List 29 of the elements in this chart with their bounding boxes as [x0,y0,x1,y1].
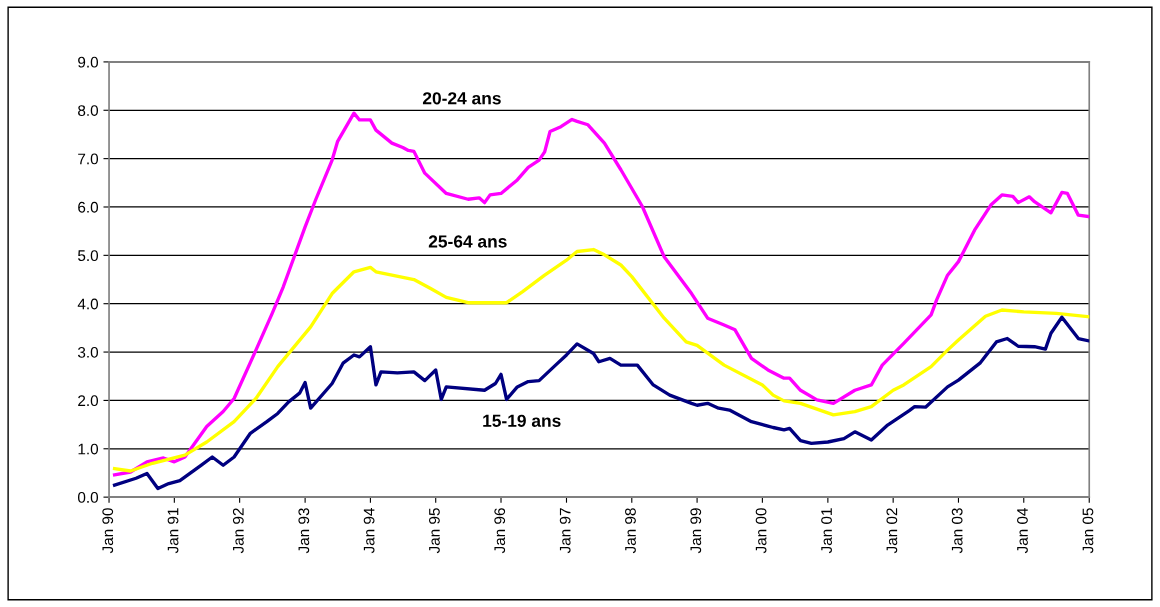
x-tick-label: Jan 91 [167,508,179,554]
y-tick-label: 2.0 [78,395,99,407]
x-tick-label: Jan 01 [821,508,832,554]
y-tick-label: 9.0 [78,56,99,68]
x-tick-label: Jan 03 [951,508,963,554]
x-tick-label: Jan 96 [494,508,506,554]
text: 25-64 ans [428,235,507,248]
x-tick-label: Jan 98 [625,508,636,554]
series-label: 15-19 ans [483,414,561,427]
x-tick-label: Jan 04 [1017,507,1028,554]
x-tick-label: Jan 93 [298,508,310,554]
y-tick-label: 8.0 [78,105,99,116]
y-tick-label: 4.0 [77,298,99,310]
x-tick-label: Jan 02 [886,508,898,554]
y-tick-label: 3.0 [77,346,99,358]
text: 20-24 ans [422,92,501,105]
y-tick-label: 5.0 [78,250,99,262]
y-tick-label: 1.0 [78,443,99,455]
x-tick-label: Jan 05 [1082,508,1094,554]
y-tick-label: 0.0 [77,492,99,503]
y-tick-label: 6.0 [78,201,99,213]
y-tick-label: 7.0 [78,153,99,165]
x-tick-label: Jan 00 [755,508,767,554]
x-tick-label: Jan 94 [363,507,375,554]
x-tick-label: Jan 97 [559,508,571,554]
x-tick-label: Jan 95 [429,508,440,554]
x-tick-label: Jan 92 [232,508,244,554]
x-tick-label: Jan 90 [102,508,114,554]
x-tick-label: Jan 99 [690,508,702,554]
